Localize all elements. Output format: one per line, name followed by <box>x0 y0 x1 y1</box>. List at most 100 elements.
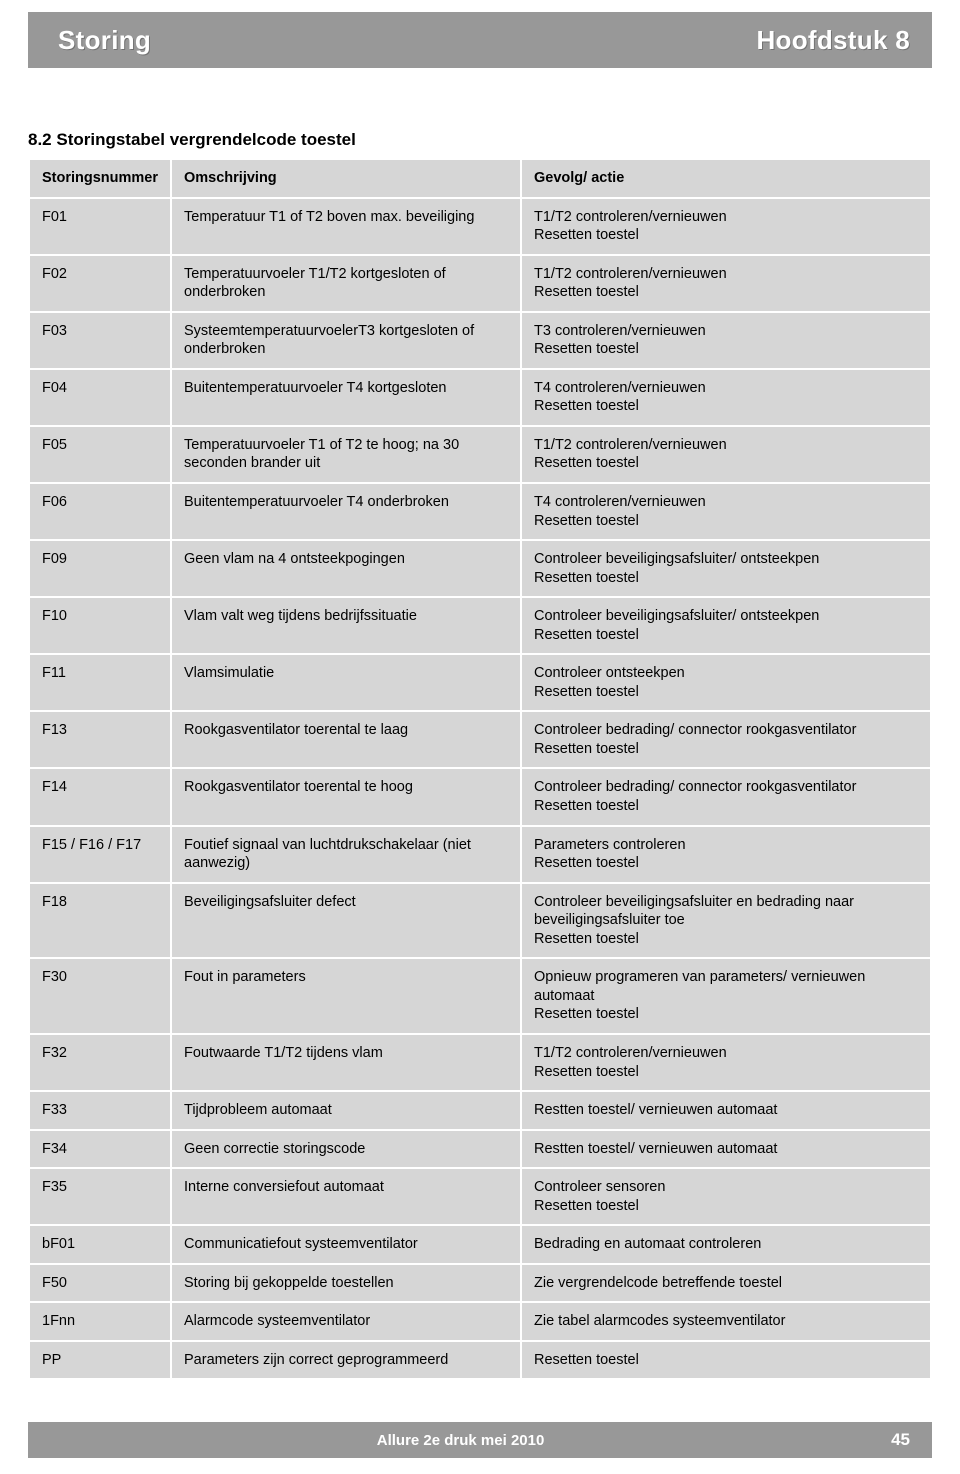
table-row: F02Temperatuurvoeler T1/T2 kortgesloten … <box>29 255 931 312</box>
cell-code: 1Fnn <box>29 1302 171 1341</box>
cell-action: T1/T2 controleren/vernieuwen Resetten to… <box>521 255 931 312</box>
cell-action: Controleer ontsteekpen Resetten toestel <box>521 654 931 711</box>
storing-table: Storingsnummer Omschrijving Gevolg/ acti… <box>28 158 932 1380</box>
cell-desc: Alarmcode systeemventilator <box>171 1302 521 1341</box>
page-footer: Allure 2e druk mei 2010 45 <box>28 1422 932 1458</box>
cell-desc: Vlam valt weg tijdens bedrijfssituatie <box>171 597 521 654</box>
cell-code: F04 <box>29 369 171 426</box>
cell-code: F11 <box>29 654 171 711</box>
cell-code: F01 <box>29 198 171 255</box>
cell-code: bF01 <box>29 1225 171 1264</box>
table-row: F04Buitentemperatuurvoeler T4 kortgeslot… <box>29 369 931 426</box>
table-row: F18Beveiligingsafsluiter defectControlee… <box>29 883 931 959</box>
col-code: Storingsnummer <box>29 159 171 198</box>
table-row: F34Geen correctie storingscodeRestten to… <box>29 1130 931 1169</box>
cell-code: F18 <box>29 883 171 959</box>
cell-code: F05 <box>29 426 171 483</box>
cell-code: F34 <box>29 1130 171 1169</box>
cell-action: T4 controleren/vernieuwen Resetten toest… <box>521 369 931 426</box>
cell-code: F10 <box>29 597 171 654</box>
cell-code: F14 <box>29 768 171 825</box>
cell-code: F35 <box>29 1168 171 1225</box>
cell-action: Zie vergrendelcode betreffende toestel <box>521 1264 931 1303</box>
cell-action: T1/T2 controleren/vernieuwen Resetten to… <box>521 1034 931 1091</box>
cell-desc: Buitentemperatuurvoeler T4 kortgesloten <box>171 369 521 426</box>
cell-action: T1/T2 controleren/vernieuwen Resetten to… <box>521 426 931 483</box>
col-action: Gevolg/ actie <box>521 159 931 198</box>
cell-code: F09 <box>29 540 171 597</box>
table-row: F05Temperatuurvoeler T1 of T2 te hoog; n… <box>29 426 931 483</box>
cell-code: PP <box>29 1341 171 1380</box>
cell-action: Controleer bedrading/ connector rookgasv… <box>521 768 931 825</box>
cell-action: Controleer beveiligingsafsluiter en bedr… <box>521 883 931 959</box>
table-row: F50Storing bij gekoppelde toestellenZie … <box>29 1264 931 1303</box>
cell-desc: Temperatuurvoeler T1/T2 kortgesloten of … <box>171 255 521 312</box>
cell-code: F06 <box>29 483 171 540</box>
cell-desc: Buitentemperatuurvoeler T4 onderbroken <box>171 483 521 540</box>
cell-code: F02 <box>29 255 171 312</box>
col-desc: Omschrijving <box>171 159 521 198</box>
cell-action: Bedrading en automaat controleren <box>521 1225 931 1264</box>
cell-code: F33 <box>29 1091 171 1130</box>
cell-code: F50 <box>29 1264 171 1303</box>
cell-desc: Geen correctie storingscode <box>171 1130 521 1169</box>
cell-code: F13 <box>29 711 171 768</box>
cell-desc: Temperatuurvoeler T1 of T2 te hoog; na 3… <box>171 426 521 483</box>
cell-action: Restten toestel/ vernieuwen automaat <box>521 1130 931 1169</box>
table-row: F01Temperatuur T1 of T2 boven max. bevei… <box>29 198 931 255</box>
cell-desc: Communicatiefout systeemventilator <box>171 1225 521 1264</box>
table-row: PPParameters zijn correct geprogrammeerd… <box>29 1341 931 1380</box>
table-row: F03SysteemtemperatuurvoelerT3 kortgeslot… <box>29 312 931 369</box>
cell-action: Controleer beveiligingsafsluiter/ ontste… <box>521 540 931 597</box>
cell-code: F32 <box>29 1034 171 1091</box>
table-row: F32Foutwaarde T1/T2 tijdens vlamT1/T2 co… <box>29 1034 931 1091</box>
table-row: F35Interne conversiefout automaatControl… <box>29 1168 931 1225</box>
table-row: F11VlamsimulatieControleer ontsteekpen R… <box>29 654 931 711</box>
table-row: F30Fout in parametersOpnieuw programeren… <box>29 958 931 1034</box>
table-row: F13Rookgasventilator toerental te laagCo… <box>29 711 931 768</box>
cell-action: T4 controleren/vernieuwen Resetten toest… <box>521 483 931 540</box>
cell-action: Controleer sensoren Resetten toestel <box>521 1168 931 1225</box>
cell-action: Controleer bedrading/ connector rookgasv… <box>521 711 931 768</box>
cell-desc: Rookgasventilator toerental te laag <box>171 711 521 768</box>
cell-action: Parameters controleren Resetten toestel <box>521 826 931 883</box>
cell-desc: Fout in parameters <box>171 958 521 1034</box>
cell-action: Restten toestel/ vernieuwen automaat <box>521 1091 931 1130</box>
header-right: Hoofdstuk 8 <box>756 25 910 56</box>
cell-code: F03 <box>29 312 171 369</box>
cell-desc: Interne conversiefout automaat <box>171 1168 521 1225</box>
table-header-row: Storingsnummer Omschrijving Gevolg/ acti… <box>29 159 931 198</box>
cell-desc: Vlamsimulatie <box>171 654 521 711</box>
cell-code: F15 / F16 / F17 <box>29 826 171 883</box>
table-row: bF01Communicatiefout systeemventilatorBe… <box>29 1225 931 1264</box>
cell-action: Resetten toestel <box>521 1341 931 1380</box>
cell-code: F30 <box>29 958 171 1034</box>
table-row: F15 / F16 / F17Foutief signaal van lucht… <box>29 826 931 883</box>
cell-desc: Tijdprobleem automaat <box>171 1091 521 1130</box>
table-row: F10Vlam valt weg tijdens bedrijfssituati… <box>29 597 931 654</box>
footer-page-number: 45 <box>891 1430 910 1450</box>
cell-action: T3 controleren/vernieuwen Resetten toest… <box>521 312 931 369</box>
table-row: 1FnnAlarmcode systeemventilatorZie tabel… <box>29 1302 931 1341</box>
cell-action: T1/T2 controleren/vernieuwen Resetten to… <box>521 198 931 255</box>
cell-desc: Foutief signaal van luchtdrukschakelaar … <box>171 826 521 883</box>
section-title: 8.2 Storingstabel vergrendelcode toestel <box>0 130 960 158</box>
table-row: F33Tijdprobleem automaatRestten toestel/… <box>29 1091 931 1130</box>
cell-action: Controleer beveiligingsafsluiter/ ontste… <box>521 597 931 654</box>
table-body: F01Temperatuur T1 of T2 boven max. bevei… <box>29 198 931 1380</box>
table-row: F09Geen vlam na 4 ontsteekpogingenContro… <box>29 540 931 597</box>
cell-desc: Temperatuur T1 of T2 boven max. beveilig… <box>171 198 521 255</box>
table-row: F06Buitentemperatuurvoeler T4 onderbroke… <box>29 483 931 540</box>
footer-center: Allure 2e druk mei 2010 <box>377 1432 545 1449</box>
cell-desc: Rookgasventilator toerental te hoog <box>171 768 521 825</box>
cell-desc: Beveiligingsafsluiter defect <box>171 883 521 959</box>
cell-desc: SysteemtemperatuurvoelerT3 kortgesloten … <box>171 312 521 369</box>
cell-desc: Foutwaarde T1/T2 tijdens vlam <box>171 1034 521 1091</box>
cell-desc: Parameters zijn correct geprogrammeerd <box>171 1341 521 1380</box>
header-left: Storing <box>58 25 151 56</box>
cell-desc: Geen vlam na 4 ontsteekpogingen <box>171 540 521 597</box>
table-row: F14Rookgasventilator toerental te hoogCo… <box>29 768 931 825</box>
cell-desc: Storing bij gekoppelde toestellen <box>171 1264 521 1303</box>
cell-action: Zie tabel alarmcodes systeemventilator <box>521 1302 931 1341</box>
cell-action: Opnieuw programeren van parameters/ vern… <box>521 958 931 1034</box>
